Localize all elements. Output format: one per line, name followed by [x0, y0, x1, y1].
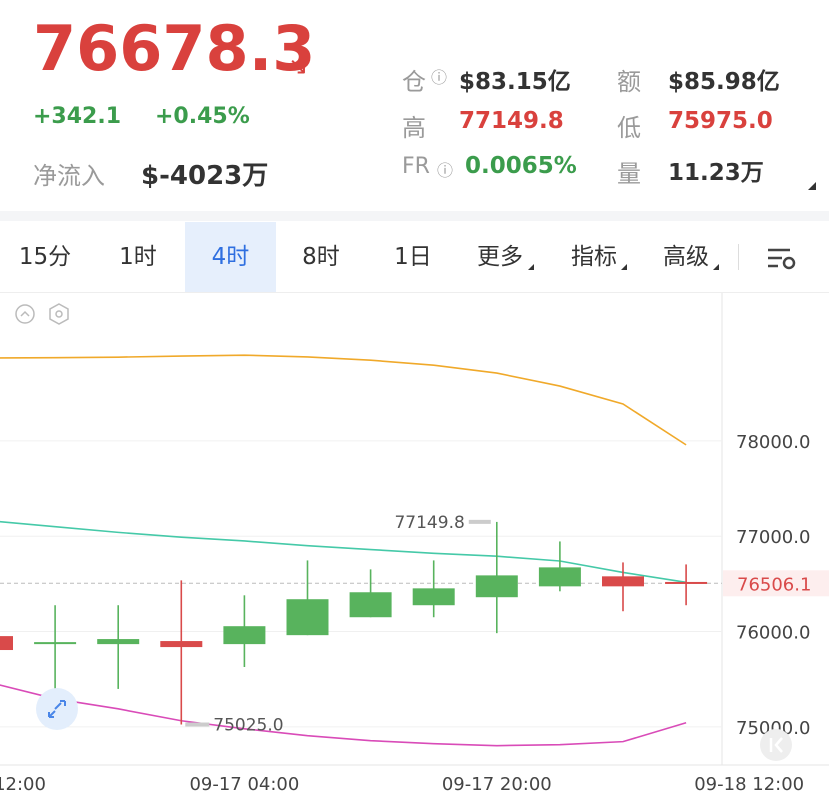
- settings-icon[interactable]: [49, 303, 69, 325]
- collapse-icon[interactable]: [15, 304, 35, 324]
- candle-body: [538, 567, 581, 587]
- candle-body: [223, 626, 266, 645]
- collapse-icon[interactable]: [20, 310, 30, 317]
- stat-value: 0.0065%: [465, 153, 577, 179]
- y-tick-label: 77000.0: [736, 527, 810, 548]
- trend-arrow: ↘: [288, 52, 309, 80]
- stat-value: 77149.8: [459, 108, 564, 134]
- tab[interactable]: 15分: [18, 244, 72, 270]
- net-inflow-label: 净流入: [33, 162, 105, 190]
- expand-button[interactable]: [36, 688, 78, 730]
- price: 76678.3: [33, 12, 316, 85]
- net-inflow-value: $-4023万: [141, 161, 269, 191]
- tab[interactable]: 更多: [477, 244, 523, 270]
- y-tick-label: 78000.0: [736, 432, 810, 453]
- stat-label: 高: [402, 114, 426, 142]
- plot: 75000.0 76000.0 77000.0 78000.0 12:00 09-17 0…: [0, 354, 829, 795]
- tab-active[interactable]: 4时: [211, 244, 250, 270]
- candle-body: [34, 642, 77, 645]
- x-tick-label: 09-17 04:00: [189, 774, 299, 795]
- dropdown-marks: [528, 264, 719, 270]
- high-label: 77149.8: [394, 513, 464, 533]
- tab[interactable]: 高级: [663, 244, 709, 270]
- info-icon[interactable]: ⓘ: [431, 68, 448, 87]
- tab[interactable]: 1时: [119, 244, 157, 270]
- info-icon[interactable]: ⓘ: [437, 161, 454, 180]
- stat-value: 75975.0: [668, 108, 773, 134]
- ma-line: [0, 684, 687, 747]
- expand-button[interactable]: [48, 700, 66, 718]
- tab[interactable]: 1日: [394, 244, 432, 270]
- tab-divider: [738, 244, 739, 270]
- low-label: 75025.0: [213, 715, 283, 735]
- settings-icon[interactable]: [768, 248, 796, 270]
- candle-body: [0, 636, 13, 651]
- tab[interactable]: 指标: [571, 244, 617, 270]
- change: +342.1: [33, 104, 122, 129]
- active-tab-bg: [185, 222, 276, 292]
- stat-value: $83.15亿: [459, 69, 571, 95]
- candle-body: [286, 599, 329, 636]
- corner-mark: [808, 182, 816, 190]
- back-button[interactable]: [769, 737, 783, 753]
- tab-border: [0, 292, 829, 293]
- candle-body: [412, 588, 455, 606]
- ma-line: [0, 354, 687, 446]
- settings-icon[interactable]: [55, 310, 63, 318]
- last-price-bg: [723, 570, 829, 597]
- separator: [0, 211, 829, 221]
- candle-body: [160, 641, 203, 648]
- stat-label: 仓: [402, 68, 426, 96]
- stat-label: FR: [402, 154, 430, 179]
- candle-body: [665, 581, 708, 584]
- x-tick-label: 12:00: [0, 774, 46, 795]
- y-tick-label: 76000.0: [736, 623, 810, 644]
- candle-body: [349, 592, 392, 618]
- tab[interactable]: 8时: [302, 244, 340, 270]
- last-price-label: 76506.1: [737, 574, 811, 595]
- stat-label: 低: [617, 114, 641, 142]
- x-tick-label: 09-17 20:00: [442, 774, 552, 795]
- y-tick-label: 75000.0: [736, 718, 810, 739]
- change-pct: +0.45%: [155, 104, 250, 129]
- candle-body: [475, 575, 518, 598]
- candle-body: [97, 639, 140, 645]
- stat-label: 量: [617, 160, 641, 188]
- ma-line: [0, 520, 687, 584]
- x-tick-label: 09-18 12:00: [694, 774, 804, 795]
- stat-value: 11.23万: [668, 160, 764, 186]
- stat-label: 额: [617, 68, 641, 96]
- stat-value: $85.98亿: [668, 69, 780, 95]
- candle-body: [602, 576, 644, 587]
